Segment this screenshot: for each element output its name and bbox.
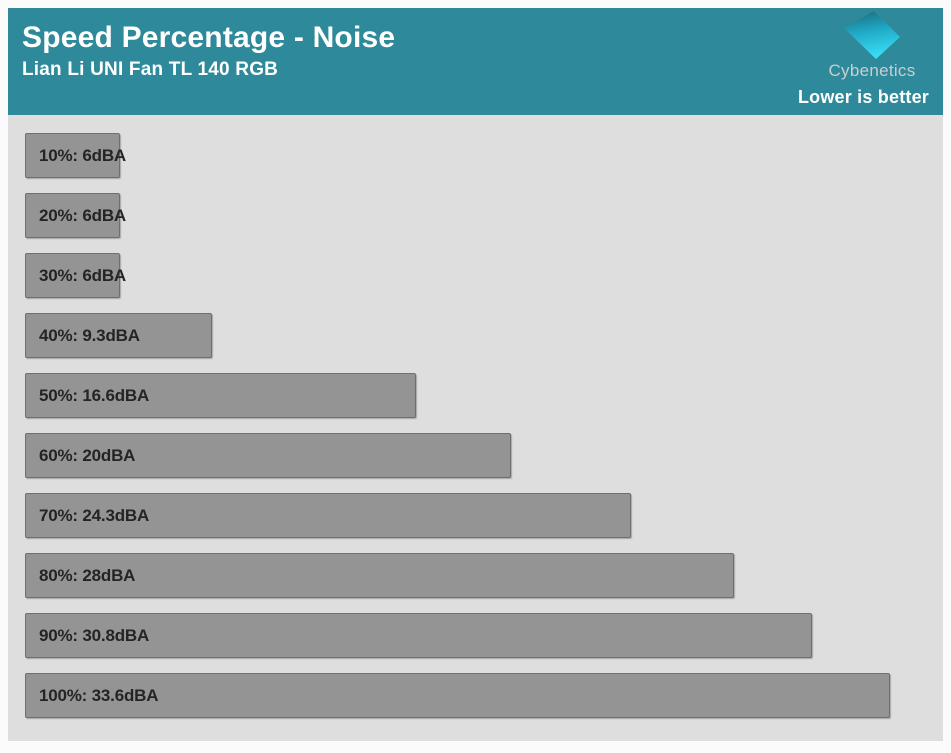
bar-label: 30%: 6dBA bbox=[39, 265, 127, 285]
bar: 50%: 16.6dBA bbox=[25, 373, 416, 418]
lower-is-better-note: Lower is better bbox=[797, 87, 929, 107]
bar-row: 70%: 24.3dBA bbox=[25, 493, 943, 553]
page-title: Speed Percentage - Noise bbox=[22, 21, 396, 54]
bar: 60%: 20dBA bbox=[25, 433, 511, 478]
bar: 80%: 28dBA bbox=[25, 553, 734, 598]
bar-row: 30%: 6dBA bbox=[25, 253, 943, 313]
bar-label: 50%: 16.6dBA bbox=[39, 385, 150, 405]
page-subtitle: Lian Li UNI Fan TL 140 RGB bbox=[22, 58, 279, 80]
bar-row: 90%: 30.8dBA bbox=[25, 613, 943, 673]
bar-row: 60%: 20dBA bbox=[25, 433, 943, 493]
bar: 90%: 30.8dBA bbox=[25, 613, 812, 658]
bar: 70%: 24.3dBA bbox=[25, 493, 631, 538]
bar-label: 70%: 24.3dBA bbox=[39, 505, 150, 525]
bar-row: 50%: 16.6dBA bbox=[25, 373, 943, 433]
bar: 10%: 6dBA bbox=[25, 133, 126, 178]
bar-row: 100%: 33.6dBA bbox=[25, 673, 943, 733]
bar-label: 90%: 30.8dBA bbox=[39, 625, 150, 645]
bar-chart-plot-area: 10%: 6dBA 20%: 6dBA 30%: 6dBA 40%: 9.3dBA 50… bbox=[8, 115, 943, 741]
cybenetics-logo: Cybenetics bbox=[815, 11, 929, 81]
bar-label: 100%: 33.6dBA bbox=[39, 685, 159, 705]
bar-label: 20%: 6dBA bbox=[39, 205, 127, 225]
chart-board: Speed Percentage - Noise Lian Li UNI Fan… bbox=[8, 8, 943, 741]
bar-row: 10%: 6dBA bbox=[25, 133, 943, 193]
cybenetics-diamond-icon bbox=[844, 11, 900, 59]
bar-label: 40%: 9.3dBA bbox=[39, 325, 140, 345]
bar: 30%: 6dBA bbox=[25, 253, 126, 298]
bar-label: 80%: 28dBA bbox=[39, 565, 136, 585]
bar-row: 20%: 6dBA bbox=[25, 193, 943, 253]
bar-label: 60%: 20dBA bbox=[39, 445, 136, 465]
bar: 100%: 33.6dBA bbox=[25, 673, 890, 718]
bar: 20%: 6dBA bbox=[25, 193, 126, 238]
bar-label: 10%: 6dBA bbox=[39, 145, 127, 165]
cybenetics-logo-text: Cybenetics bbox=[828, 61, 916, 80]
header-titles: Speed Percentage - Noise Lian Li UNI Fan… bbox=[8, 8, 943, 81]
bar-row: 40%: 9.3dBA bbox=[25, 313, 943, 373]
bar-row: 80%: 28dBA bbox=[25, 553, 943, 613]
bar: 40%: 9.3dBA bbox=[25, 313, 212, 358]
chart-header: Speed Percentage - Noise Lian Li UNI Fan… bbox=[8, 8, 943, 115]
